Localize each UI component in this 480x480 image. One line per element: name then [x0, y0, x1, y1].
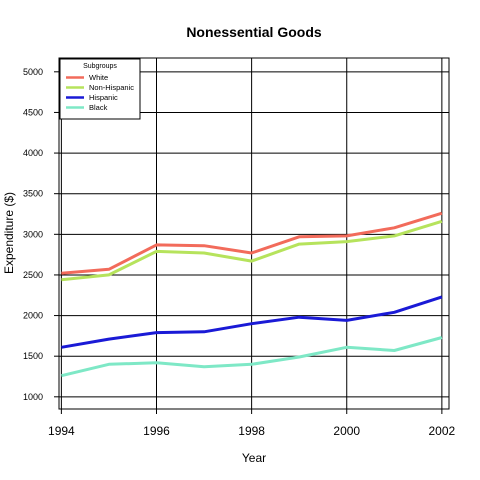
legend-label-non-hispanic: Non-Hispanic: [89, 83, 134, 92]
legend-label-hispanic: Hispanic: [89, 93, 118, 102]
y-tick-label: 3000: [23, 229, 43, 239]
y-tick-label: 1000: [23, 392, 43, 402]
x-tick-label: 2000: [333, 424, 360, 438]
grid-lines: [59, 58, 449, 409]
x-axis-label: Year: [242, 451, 266, 465]
y-tick-label: 4500: [23, 107, 43, 117]
x-tick-label: 1998: [238, 424, 265, 438]
legend-box: [59, 58, 141, 120]
y-axis-ticks: 1000 1500 2000 2500 3000 3500 4000 4500 5000: [23, 67, 59, 402]
x-tick-label: 1996: [143, 424, 170, 438]
series-line-non-hispanic: [61, 219, 443, 282]
legend-label-white: White: [89, 73, 108, 82]
series-lines: [61, 211, 443, 378]
y-tick-label: 1500: [23, 351, 43, 361]
plot-frame: [58, 57, 450, 410]
x-tick-label: 2002: [429, 424, 456, 438]
y-tick-label: 2000: [23, 311, 43, 321]
series-line-hispanic: [61, 295, 443, 349]
y-tick-label: 2500: [23, 270, 43, 280]
series-line-white: [61, 211, 443, 275]
y-tick-label: 4000: [23, 148, 43, 158]
legend-title: Subgroups: [83, 63, 117, 70]
legend-label-black: Black: [89, 103, 108, 112]
x-tick-label: 1994: [48, 424, 75, 438]
y-axis-label: Expenditure ($): [2, 192, 16, 274]
chart-title: Nonessential Goods: [186, 24, 322, 40]
y-tick-label: 5000: [23, 67, 43, 77]
series-line-black: [61, 336, 443, 378]
x-axis-ticks: 1994 1996 1998 2000 2002: [48, 409, 456, 438]
y-tick-label: 3500: [23, 189, 43, 199]
